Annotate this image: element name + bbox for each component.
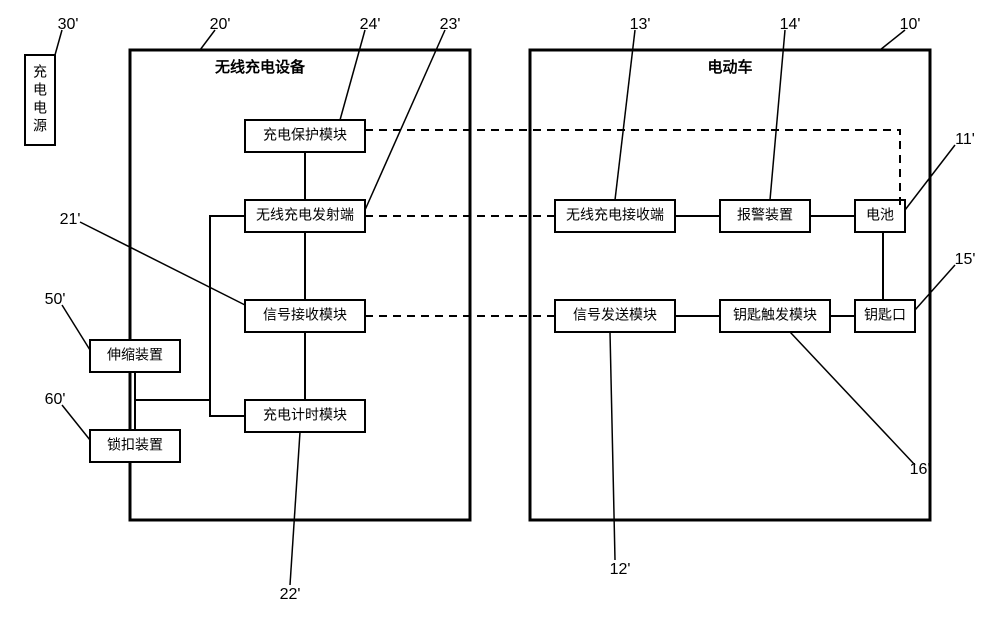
module-label-c22: 充电计时模块	[263, 407, 347, 423]
conn-dashed-0	[365, 130, 905, 205]
ref-r16: 16'	[910, 461, 931, 478]
leader-r60	[62, 405, 90, 440]
container-title-vehicle: 电动车	[707, 58, 752, 76]
ref-r11: 11'	[955, 131, 975, 148]
leader-r50	[62, 305, 90, 350]
leader-r15	[915, 265, 955, 310]
leader-r12	[610, 332, 615, 560]
conn-solid-3	[210, 216, 245, 416]
ref-r20: 20'	[210, 16, 231, 33]
ref-r10: 10'	[900, 16, 921, 33]
leader-r13	[615, 30, 635, 200]
container-title-charger: 无线充电设备	[214, 58, 306, 76]
module-label-c21a: 信号接收模块	[263, 307, 347, 323]
leader-r30	[55, 30, 62, 55]
power-label-char: 电	[33, 100, 47, 116]
ref-r21: 21'	[60, 211, 81, 228]
power-label-char: 电	[33, 82, 47, 98]
leader-r22	[290, 432, 300, 585]
module-label-ext60: 锁扣装置	[107, 437, 163, 453]
ref-r60: 60'	[45, 391, 66, 408]
module-label-v14: 报警装置	[737, 207, 793, 223]
ref-r50: 50'	[45, 291, 66, 308]
leader-r23	[365, 30, 445, 210]
module-label-v15: 钥匙口	[864, 307, 906, 323]
ref-r24: 24'	[360, 16, 381, 33]
module-label-v11: 电池	[866, 207, 894, 223]
module-label-c23: 无线充电发射端	[256, 207, 354, 223]
leader-r24	[340, 30, 365, 120]
module-label-ext50: 伸缩装置	[107, 347, 163, 363]
leader-r14	[770, 30, 785, 200]
ref-r30: 30'	[58, 16, 79, 33]
leader-r16	[790, 332, 915, 465]
ref-r22: 22'	[280, 586, 301, 603]
module-label-c24: 充电保护模块	[263, 127, 347, 143]
module-label-v12: 信号发送模块	[573, 307, 657, 323]
ref-r13: 13'	[630, 16, 651, 33]
ref-r15: 15'	[955, 251, 976, 268]
container-vehicle	[530, 50, 930, 520]
module-label-v16: 钥匙触发模块	[733, 307, 817, 323]
ref-r14: 14'	[780, 16, 801, 33]
power-label-char: 充	[33, 64, 47, 80]
power-label-char: 源	[33, 118, 47, 134]
ref-r12: 12'	[610, 561, 631, 578]
leader-r21	[80, 222, 245, 305]
module-label-v13: 无线充电接收端	[566, 207, 664, 223]
ref-r23: 23'	[440, 16, 461, 33]
